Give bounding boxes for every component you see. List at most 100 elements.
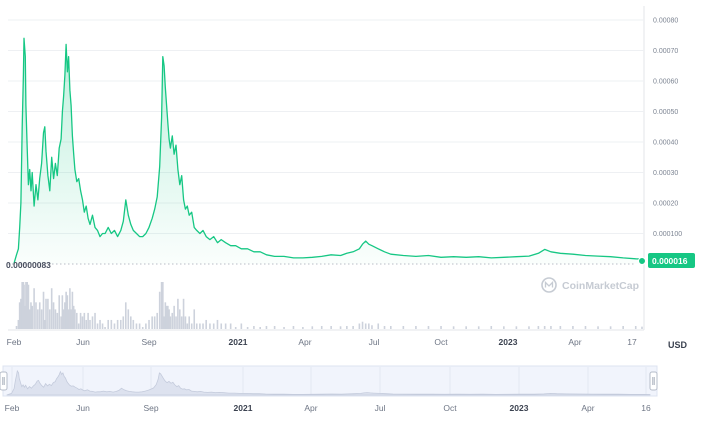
volume-bar	[550, 326, 552, 329]
volume-bar	[240, 323, 243, 329]
volume-bar	[205, 319, 207, 329]
volume-bar	[47, 298, 49, 329]
x-tick-label: 2023	[499, 337, 518, 347]
volume-bar	[104, 327, 106, 329]
range-navigator[interactable]	[0, 365, 658, 397]
volume-bar	[130, 316, 132, 329]
navigator-right-handle[interactable]	[649, 371, 658, 391]
volume-bar	[27, 284, 30, 329]
navigator-background	[2, 365, 658, 397]
volume-bar	[543, 326, 546, 329]
volume-bar	[23, 284, 25, 329]
navigator-tick-label: Apr	[304, 403, 317, 413]
volume-bar	[169, 316, 172, 329]
volume-bar	[77, 323, 80, 329]
volume-bar	[33, 288, 35, 329]
volume-bar	[60, 316, 62, 329]
volume-bar	[132, 319, 135, 329]
volume-bar	[71, 291, 74, 329]
volume-bar	[87, 312, 89, 329]
volume-bar	[56, 312, 59, 329]
volume-bar	[292, 326, 295, 329]
y-tick-label: 0.00030	[653, 170, 678, 177]
x-tick-label: Sep	[141, 337, 156, 347]
navigator-tick-label: Jul	[375, 403, 386, 413]
volume-bar	[253, 326, 255, 329]
volume-bar	[173, 305, 175, 329]
volume-bar	[371, 325, 373, 329]
volume-bar	[31, 305, 34, 329]
volume-bar	[358, 323, 361, 329]
x-tick-label: Oct	[434, 337, 448, 347]
volume-bar	[50, 288, 53, 329]
volume-bar	[622, 326, 624, 329]
volume-bar	[94, 312, 96, 329]
volume-bar	[64, 302, 66, 329]
volume-bar	[597, 326, 599, 329]
volume-bar	[190, 323, 193, 329]
volume-bar	[28, 309, 31, 329]
volume-bar	[42, 291, 45, 329]
navigator-left-handle[interactable]	[0, 371, 8, 391]
volume-bar	[70, 309, 72, 329]
volume-bar	[528, 326, 530, 329]
volume-bar	[107, 319, 109, 329]
volume-bar	[164, 302, 167, 329]
volume-bar	[76, 312, 78, 329]
volume-bar	[330, 326, 332, 329]
volume-bar	[452, 326, 455, 329]
volume-bar	[17, 319, 20, 329]
volume-bar	[320, 326, 323, 329]
volume-bar	[101, 323, 104, 329]
volume-bar	[18, 302, 21, 329]
volume-bar	[72, 305, 75, 329]
price-line	[13, 37, 643, 264]
volume-bar	[346, 326, 348, 329]
volume-bar	[65, 291, 67, 329]
volume-bar	[30, 302, 32, 329]
x-tick-label: 2021	[229, 337, 248, 347]
volume-bar	[37, 309, 39, 329]
navigator-tick-label: 16	[641, 403, 651, 413]
volume-bar	[177, 298, 179, 329]
volume-bar	[364, 323, 367, 329]
watermark-text: CoinMarketCap	[562, 280, 639, 292]
volume-bar	[361, 321, 364, 329]
volume-bar	[186, 323, 189, 329]
volume-bar	[352, 326, 354, 329]
volume-bar	[62, 309, 65, 329]
navigator-tick-label: 2021	[234, 403, 253, 413]
volume-bar	[339, 326, 342, 329]
volume-bar	[168, 309, 170, 329]
volume-bar	[99, 319, 101, 329]
x-tick-label: Apr	[298, 337, 311, 347]
navigator-tick-label: Oct	[443, 403, 457, 413]
y-tick-label: 0.00050	[653, 109, 678, 116]
gridlines	[8, 19, 644, 234]
volume-bar	[490, 326, 493, 329]
volume-bar	[209, 323, 211, 329]
volume-bar	[74, 309, 76, 329]
volume-bar	[45, 298, 47, 329]
y-tick-label: 0.00060	[653, 79, 678, 86]
volume-bar	[156, 312, 158, 329]
volume-bar	[69, 288, 71, 329]
volume-bar	[572, 326, 574, 329]
current-price-label: 0.000016	[652, 256, 688, 266]
volume-bar	[43, 319, 46, 329]
volume-bar	[182, 298, 185, 329]
volume-bar	[145, 323, 147, 329]
volume-bar	[188, 316, 191, 329]
volume-bar	[195, 323, 198, 329]
volume-bar	[193, 309, 196, 329]
plot-frame	[8, 6, 645, 331]
navigator-tick-label: Apr	[581, 403, 594, 413]
volume-bar	[224, 323, 227, 329]
volume-bar	[199, 323, 201, 329]
start-price-label: 0.00000083	[6, 260, 51, 270]
volume-bar	[127, 309, 130, 329]
currency-label: USD	[668, 340, 688, 350]
volume-bar	[584, 326, 587, 329]
volume-bar	[465, 326, 467, 329]
volume-bar	[85, 319, 88, 329]
